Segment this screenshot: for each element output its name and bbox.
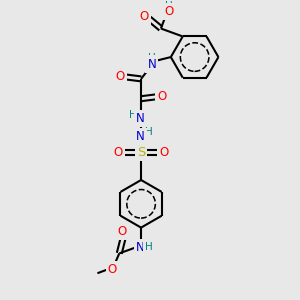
Text: S: S (137, 146, 145, 159)
Text: N: N (148, 58, 156, 70)
Text: O: O (116, 70, 125, 83)
Text: O: O (140, 10, 149, 23)
Text: N: N (136, 130, 145, 143)
Text: H: H (148, 53, 156, 63)
Text: O: O (164, 5, 173, 18)
Text: O: O (114, 146, 123, 159)
Text: O: O (157, 90, 167, 103)
Text: O: O (108, 263, 117, 276)
Text: O: O (118, 225, 127, 238)
Text: H: H (145, 242, 153, 252)
Text: H: H (165, 1, 173, 11)
Text: N: N (136, 112, 145, 125)
Text: H: H (145, 128, 153, 137)
Text: H: H (129, 110, 137, 120)
Text: N: N (136, 241, 145, 254)
Text: O: O (159, 146, 169, 159)
